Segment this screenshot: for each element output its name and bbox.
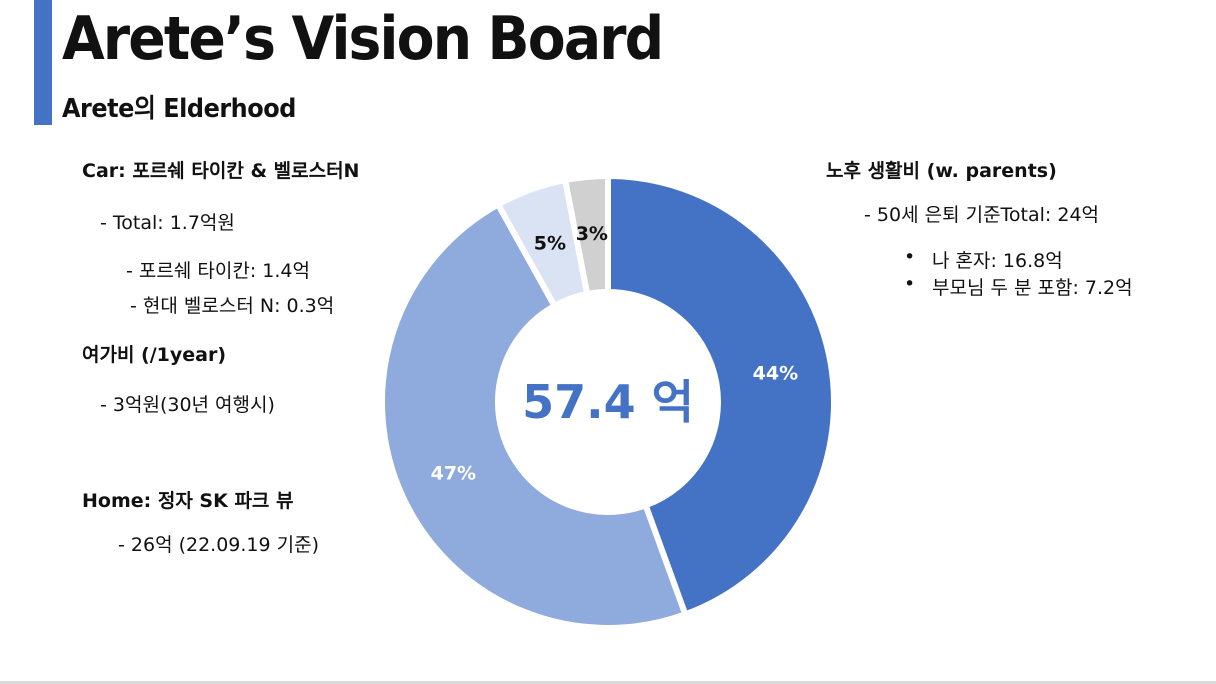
leisure-item-text: - 3억원(30년 여행시): [100, 394, 275, 416]
living-bullets: 나 혼자: 16.8억 부모님 두 분 포함: 7.2억: [904, 246, 1133, 300]
car-item-1: - 포르쉐 타이칸: 1.4억: [126, 256, 310, 283]
living-bullet: 나 혼자: 16.8억: [904, 246, 1133, 273]
bottom-divider: [0, 681, 1216, 684]
donut-center-label: 57.4 억: [522, 375, 694, 429]
title-accent-bar: [34, 0, 52, 125]
car-section: Car: 포르쉐 타이칸 & 벨로스터N: [82, 156, 359, 183]
donut-slice-label-3: 3%: [576, 223, 608, 245]
leisure-section: 여가비 (/1year): [82, 340, 226, 367]
donut-slice-1: [379, 200, 690, 631]
home-item-text: - 26억 (22.09.19 기준): [118, 534, 320, 556]
page-title: Arete’s Vision Board: [62, 4, 664, 74]
home-item: - 26억 (22.09.19 기준): [118, 530, 319, 557]
car-item-text: - 포르쉐 타이칸: 1.4억: [126, 260, 310, 282]
donut-slice-label-2: 5%: [534, 232, 566, 254]
car-total: - Total: 1.7억원: [100, 208, 235, 235]
home-heading: Home: 정자 SK 파크 뷰: [82, 490, 294, 512]
living-total: - 50세 은퇴 기준Total: 24억: [864, 200, 1099, 227]
donut-slice-label-1: 47%: [431, 463, 476, 485]
page-subtitle: Arete의 Elderhood: [62, 94, 296, 124]
leisure-item: - 3억원(30년 여행시): [100, 390, 275, 417]
home-section: Home: 정자 SK 파크 뷰: [82, 486, 294, 513]
donut-slice-0: [605, 172, 837, 619]
car-item-text: - 현대 벨로스터 N: 0.3억: [130, 295, 335, 317]
living-total-text: - 50세 은퇴 기준Total: 24억: [864, 204, 1100, 226]
living-bullet: 부모님 두 분 포함: 7.2억: [904, 273, 1133, 300]
living-section: 노후 생활비 (w. parents): [826, 156, 1057, 183]
car-item-2: - 현대 벨로스터 N: 0.3억: [130, 291, 334, 318]
donut-slice-3: [561, 172, 611, 298]
donut-slice-label-0: 44%: [753, 362, 798, 384]
car-total-text: - Total: 1.7억원: [100, 212, 235, 234]
car-heading: Car: 포르쉐 타이칸 & 벨로스터N: [82, 160, 360, 182]
living-heading: 노후 생활비 (w. parents): [826, 160, 1057, 182]
leisure-heading: 여가비 (/1year): [82, 344, 227, 366]
